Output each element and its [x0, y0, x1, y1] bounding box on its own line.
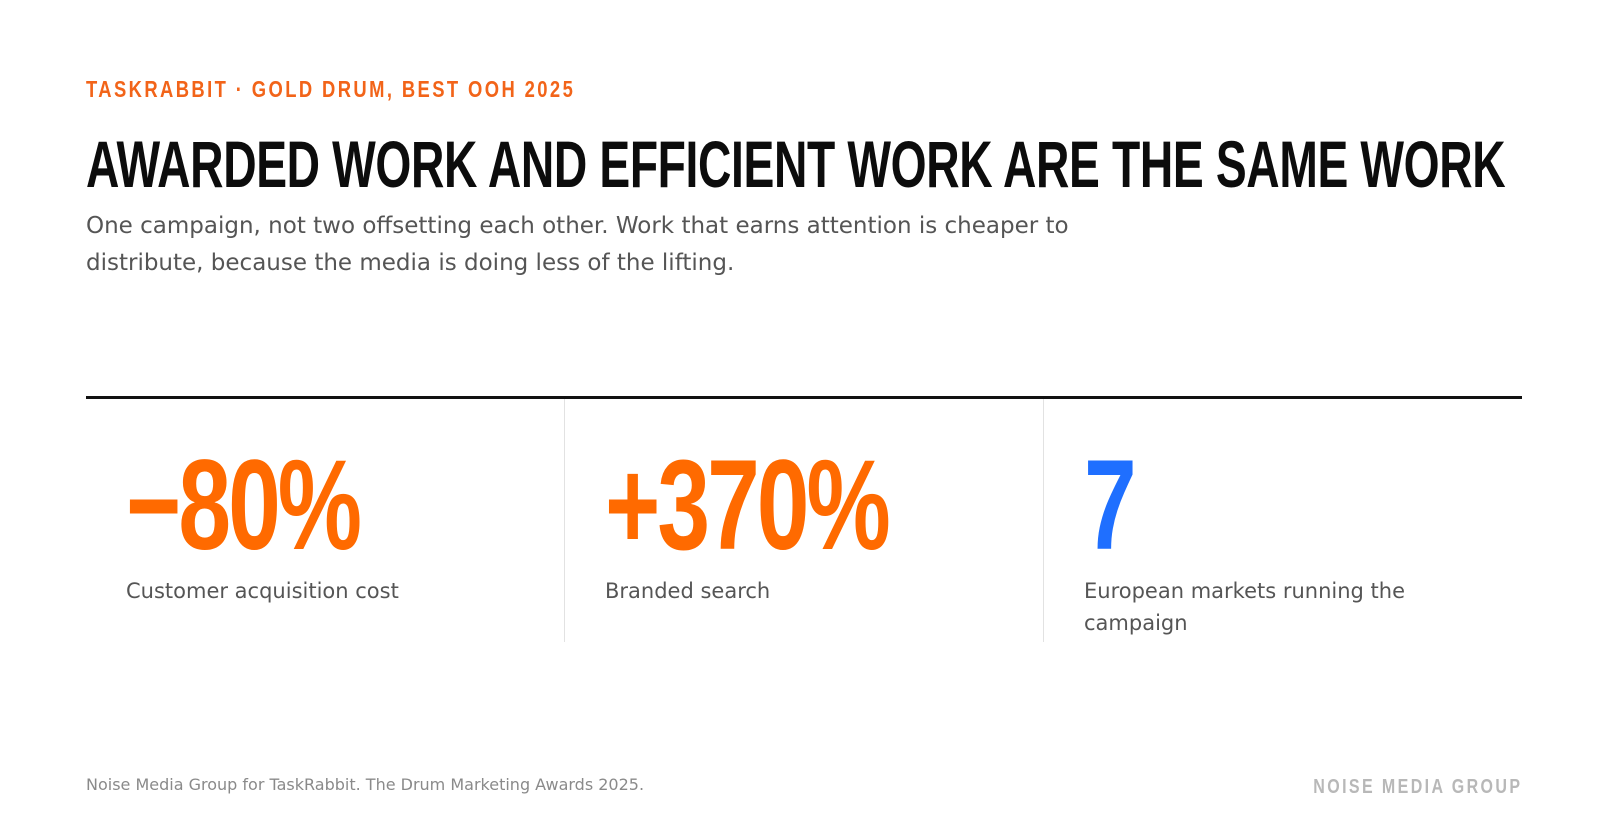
footer-source-note: Noise Media Group for TaskRabbit. The Dr…: [86, 775, 645, 794]
slide-subtitle: One campaign, not two offsetting each ot…: [86, 213, 1069, 276]
stat-value: −80%: [126, 434, 362, 577]
stat-label: Customer acquisition cost: [126, 579, 399, 603]
stat-european-markets: 7 European markets running the campaign: [1043, 399, 1522, 642]
divider-rule: [86, 396, 1522, 399]
stat-branded-search: +370% Branded search: [564, 399, 1043, 642]
stat-label: Branded search: [605, 579, 771, 603]
stat-value: +370%: [605, 434, 891, 577]
stat-customer-acquisition: −80% Customer acquisition cost: [86, 399, 564, 642]
stat-value: 7: [1084, 434, 1137, 577]
footer-brand-wordmark: NOISE MEDIA GROUP: [1312, 776, 1522, 798]
stats-row: −80% Customer acquisition cost +370% Bra…: [86, 399, 1522, 642]
eyebrow-label: TASKRABBIT · GOLD DRUM, BEST OOH 2025: [86, 76, 576, 102]
stat-label: European markets running the campaign: [1084, 579, 1406, 635]
slide-headline: AWARDED WORK AND EFFICIENT WORK ARE THE …: [86, 127, 1506, 201]
